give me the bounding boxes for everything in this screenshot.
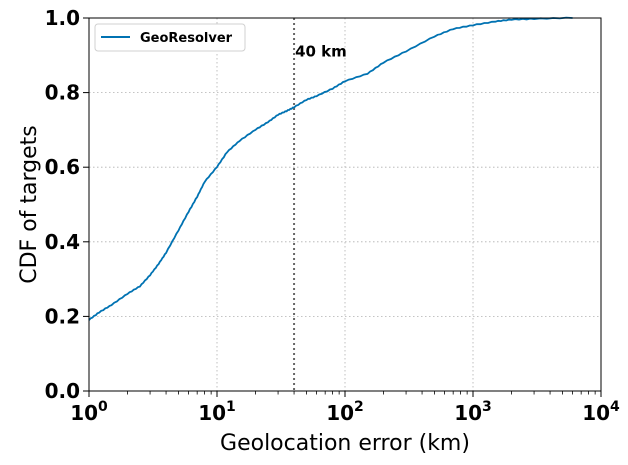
x-ticks: 100 101 102 103 104: [70, 391, 620, 425]
series-line-georesolver: [88, 16, 573, 321]
annotations: 40 km: [295, 43, 347, 61]
legend-entry: GeoResolver: [140, 31, 233, 46]
x-axis-label: Geolocation error (km): [220, 431, 470, 456]
y-tick-label: 0.2: [45, 304, 80, 328]
x-tick-label: 104: [582, 399, 620, 425]
y-ticks: 0.0 0.2 0.4 0.6 0.8 1.0: [45, 6, 89, 403]
x-tick-label: 103: [454, 399, 492, 425]
y-tick-label: 0.4: [45, 230, 80, 254]
x-tick-label: 100: [70, 399, 108, 425]
legend: GeoResolver: [94, 23, 246, 52]
series-group: [88, 16, 573, 321]
y-tick-label: 1.0: [45, 6, 80, 30]
annotation-40km: 40 km: [295, 43, 347, 61]
y-tick-label: 0.8: [45, 81, 80, 105]
y-tick-label: 0.0: [45, 379, 80, 403]
x-tick-label: 102: [326, 399, 364, 425]
x-tick-label: 101: [198, 399, 236, 425]
y-tick-label: 0.6: [45, 155, 80, 179]
y-axis-label: CDF of targets: [17, 125, 42, 284]
legend-box: [94, 23, 246, 52]
grid-lines: [89, 18, 601, 391]
